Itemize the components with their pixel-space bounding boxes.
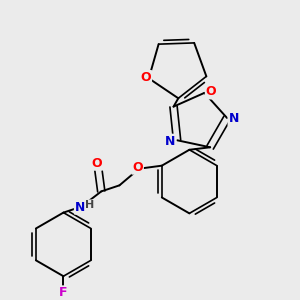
Text: O: O — [140, 71, 151, 84]
Text: O: O — [92, 157, 102, 170]
Text: N: N — [165, 135, 176, 148]
Text: O: O — [206, 85, 216, 98]
Text: N: N — [229, 112, 239, 125]
Text: H: H — [85, 200, 95, 210]
Text: F: F — [59, 286, 68, 299]
Text: N: N — [75, 201, 85, 214]
Text: O: O — [132, 161, 143, 174]
